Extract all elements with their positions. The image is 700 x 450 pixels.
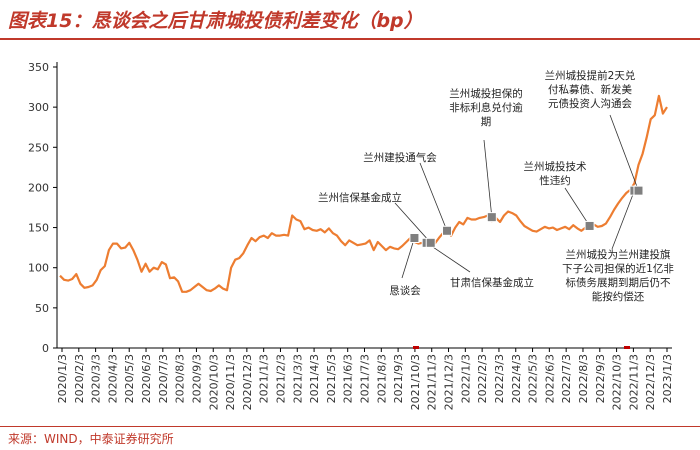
annotation-label-line: 性违约 <box>539 174 571 187</box>
x-tick-label: 2020/5/3 <box>123 354 136 403</box>
y-tick-label: 200 <box>28 181 49 194</box>
annotation-marker <box>633 185 644 196</box>
annotation-label-line: 甘肃信保基金成立 <box>450 276 534 289</box>
x-tick-label: 2021/5/3 <box>325 354 338 403</box>
annotation-label: 兰州城投提前2天兑付私募债、新发美元债投资人沟通会 <box>545 69 636 110</box>
x-tick-label: 2021/10/3 <box>409 354 422 410</box>
x-tick-label: 2020/8/3 <box>174 354 187 403</box>
x-tick-label: 2022/1/3 <box>459 354 472 403</box>
x-tick-label: 2020/10/3 <box>207 354 220 410</box>
x-tick-label: 2021/11/3 <box>426 354 439 410</box>
y-tick-label: 250 <box>28 141 49 154</box>
annotation-label: 恳谈会 <box>389 284 421 297</box>
y-tick-label: 350 <box>28 61 49 74</box>
y-tick-label: 0 <box>42 342 49 355</box>
annotation-marker <box>584 220 595 231</box>
annotation-label: 兰州城投担保的非标利息兑付逾期 <box>449 87 523 128</box>
x-tick-label: 2021/8/3 <box>375 354 388 403</box>
y-tick-label: 300 <box>28 101 49 114</box>
x-tick-label: 2022/8/3 <box>577 354 590 403</box>
annotation-connector <box>609 114 639 191</box>
annotation-label-line: 付私募债、新发美 <box>548 83 632 96</box>
chart-title: 图表15：恳谈会之后甘肃城投债利差变化（bp） <box>8 10 423 32</box>
axis-marker <box>624 346 630 349</box>
x-tick-label: 2020/11/3 <box>224 354 237 410</box>
title-rule <box>0 38 700 40</box>
annotation-connector <box>611 190 635 250</box>
source-note: 来源：WIND，中泰证券研究所 <box>8 432 174 446</box>
x-tick-label: 2021/3/3 <box>291 354 304 403</box>
annotation-label-line: 下子公司担保的近1亿非 <box>562 262 674 275</box>
annotation-label-line: 元债投资人沟通会 <box>548 97 632 110</box>
title-bar: 图表15：恳谈会之后甘肃城投债利差变化（bp） <box>0 0 700 40</box>
x-tick-label: 2021/7/3 <box>359 354 372 403</box>
x-tick-label: 2020/4/3 <box>106 354 119 403</box>
annotation-label-line: 期 <box>481 116 492 128</box>
annotation-label-line: 兰州城投技术 <box>524 160 587 173</box>
annotation-label: 兰州建投通气会 <box>363 151 437 164</box>
x-tick-label: 2020/2/3 <box>73 354 86 403</box>
x-tick-label: 2021/1/3 <box>258 354 271 403</box>
annotation-label: 兰州信保基金成立 <box>318 191 402 204</box>
annotation-marker <box>425 237 436 248</box>
annotation-label-line: 兰州信保基金成立 <box>318 191 402 204</box>
x-tick-label: 2020/3/3 <box>90 354 103 403</box>
annotation-label: 甘肃信保基金成立 <box>450 276 534 289</box>
annotation-marker <box>442 225 453 236</box>
annotation-connector <box>483 139 493 218</box>
x-tick-label: 2022/5/3 <box>527 354 540 403</box>
annotation-label: 兰州城投为兰州建投旗下子公司担保的近1亿非标债务展期到期后仍不能按约偿还 <box>562 248 674 303</box>
x-tick-label: 2023/1/3 <box>661 354 674 403</box>
x-tick-label: 2021/6/3 <box>342 354 355 403</box>
x-tick-label: 2022/4/3 <box>510 354 523 403</box>
annotation-label: 兰州城投技术性违约 <box>524 160 587 187</box>
series-line <box>59 94 668 293</box>
annotation-connector <box>394 202 432 244</box>
x-tick-label: 2020/7/3 <box>157 354 170 403</box>
x-tick-label: 2020/9/3 <box>190 354 203 403</box>
x-tick-label: 2022/10/3 <box>611 354 624 410</box>
annotation-label-line: 标债务展期到期后仍不 <box>566 276 671 289</box>
annotation-connector <box>419 162 448 231</box>
annotation-label-line: 兰州城投为兰州建投旗 <box>566 248 671 261</box>
y-tick-label: 150 <box>28 222 49 235</box>
axis-marker <box>413 346 419 349</box>
y-tick-label: 100 <box>28 262 49 275</box>
annotation-connector <box>401 237 415 279</box>
annotation-marker <box>409 233 420 244</box>
annotation-marker <box>486 212 497 223</box>
source-rule <box>0 426 700 427</box>
x-tick-label: 2021/4/3 <box>308 354 321 403</box>
x-tick-label: 2022/12/3 <box>644 354 657 410</box>
x-tick-label: 2020/1/3 <box>56 354 69 403</box>
y-tick-label: 50 <box>35 302 49 315</box>
x-tick-label: 2021/2/3 <box>274 354 287 403</box>
x-tick-label: 2022/9/3 <box>594 354 607 403</box>
annotation-connector <box>564 187 590 227</box>
x-tick-label: 2022/2/3 <box>476 354 489 403</box>
x-tick-label: 2022/3/3 <box>493 354 506 403</box>
annotation-label-line: 能按约偿还 <box>592 290 645 303</box>
x-tick-label: 2021/12/3 <box>443 354 456 410</box>
annotation-label-line: 兰州城投担保的 <box>449 87 523 100</box>
annotation-label-line: 兰州城投提前2天兑 <box>545 69 636 82</box>
annotation-label-line: 恳谈会 <box>389 284 421 297</box>
chart: 0 50 100 150 200 250 300 350 2020/1/3 2020/2/3 202… <box>28 61 674 410</box>
x-tick-label: 2022/7/3 <box>560 354 573 403</box>
x-tick-label: 2022/6/3 <box>543 354 556 403</box>
x-tick-label: 2020/12/3 <box>241 354 254 410</box>
x-tick-label: 2021/9/3 <box>392 354 405 403</box>
x-tick-label: 2020/6/3 <box>140 354 153 403</box>
annotation-label-line: 非标利息兑付逾 <box>449 101 523 114</box>
annotation-label-line: 兰州建投通气会 <box>363 151 437 164</box>
x-tick-label: 2022/11/3 <box>627 354 640 410</box>
